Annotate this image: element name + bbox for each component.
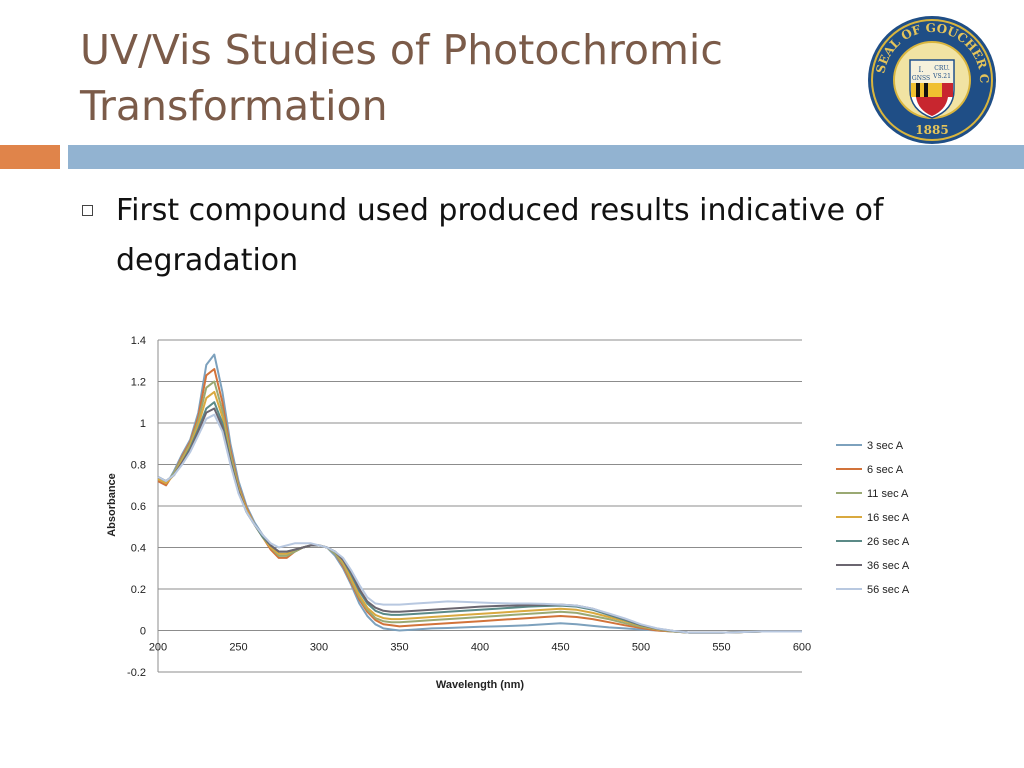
series-line xyxy=(157,390,802,634)
bullet-text: First compound used produced results ind… xyxy=(116,193,884,278)
y-tick-label: 0.8 xyxy=(131,460,146,472)
bullet-item: First compound used produced results ind… xyxy=(82,186,962,286)
svg-text:GNSS: GNSS xyxy=(912,75,930,82)
legend-label: 56 sec A xyxy=(867,584,910,596)
series-line xyxy=(157,368,802,634)
legend-label: 3 sec A xyxy=(867,440,904,452)
y-tick-label: 1 xyxy=(140,418,146,430)
chart-gridlines xyxy=(158,339,802,673)
legend-label: 16 sec A xyxy=(867,512,910,524)
chart-series xyxy=(157,353,802,634)
x-tick-label: 250 xyxy=(229,642,247,654)
x-tick-label: 550 xyxy=(712,642,730,654)
y-axis-label: Absorbance xyxy=(106,473,118,537)
seal-year: 1885 xyxy=(915,123,948,137)
series-line xyxy=(157,413,802,634)
goucher-college-seal: SEAL OF GOUCHER COLLEGE 1885 I. CRU. GNS… xyxy=(866,14,996,144)
legend-label: 36 sec A xyxy=(867,560,910,572)
x-tick-label: 200 xyxy=(149,642,167,654)
accent-band-orange xyxy=(0,145,60,169)
chart-legend: 3 sec A 6 sec A 11 sec A 16 sec A 26 sec A 36… xyxy=(836,440,910,596)
y-tick-label: 0.4 xyxy=(131,543,146,555)
x-tick-label: 300 xyxy=(310,642,328,654)
absorbance-chart: -0.2 0 0.2 0.4 0.6 0.8 1 1.2 1.4 200 250 300 350 400 4… xyxy=(106,335,910,691)
bullet-square-icon xyxy=(82,205,93,216)
series-line xyxy=(157,401,802,634)
series-line xyxy=(157,353,802,634)
svg-text:I.: I. xyxy=(919,66,924,74)
x-tick-label: 600 xyxy=(793,642,811,654)
legend-label: 11 sec A xyxy=(867,488,909,500)
y-tick-label: 0 xyxy=(140,626,146,638)
svg-text:VS.21: VS.21 xyxy=(932,73,951,80)
svg-text:CRU.: CRU. xyxy=(934,65,950,72)
x-tick-label: 450 xyxy=(551,642,569,654)
y-tick-label: 1.4 xyxy=(131,335,146,347)
x-tick-label: 500 xyxy=(632,642,650,654)
series-line xyxy=(157,380,802,634)
y-tick-label: 0.6 xyxy=(131,501,146,513)
x-tick-label: 400 xyxy=(471,642,489,654)
legend-label: 6 sec A xyxy=(867,464,904,476)
x-axis-label: Wavelength (nm) xyxy=(436,679,525,691)
accent-band-blue xyxy=(68,145,1024,169)
chart-axes: -0.2 0 0.2 0.4 0.6 0.8 1 1.2 1.4 200 250 300 350 400 4… xyxy=(127,335,811,679)
x-tick-label: 350 xyxy=(390,642,408,654)
y-tick-label: 0.2 xyxy=(131,584,146,596)
y-tick-label: -0.2 xyxy=(127,667,146,679)
slide-title: UV/Vis Studies of Photochromic Transform… xyxy=(80,26,723,130)
legend-label: 26 sec A xyxy=(867,536,910,548)
y-tick-label: 1.2 xyxy=(131,377,146,389)
